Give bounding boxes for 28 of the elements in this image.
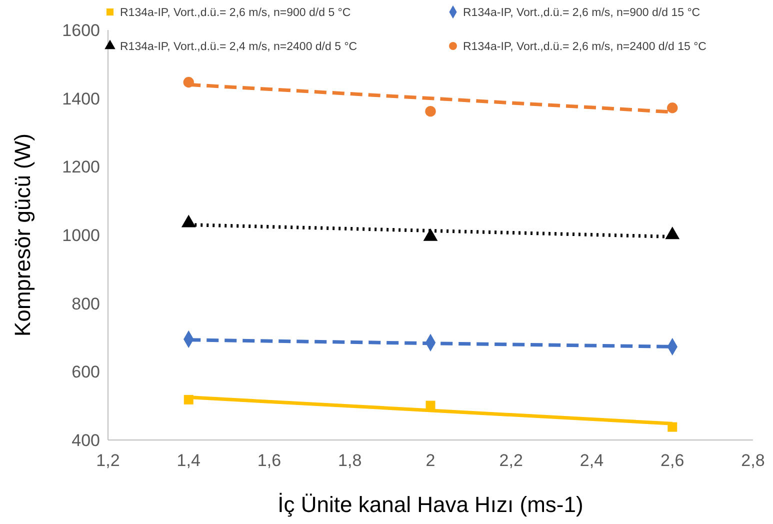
y-tick-label: 1600: [62, 20, 100, 40]
legend-label: R134a-IP, Vort.,d.ü.= 2,4 m/s, n=2400 d/d 5 °C: [120, 41, 358, 54]
legend-label: R134a-IP, Vort.,d.ü.= 2,6 m/s, n=900 d/d 5 °C: [120, 7, 351, 20]
y-tick-label: 400: [72, 430, 100, 450]
x-tick-label: 1,6: [257, 451, 282, 470]
point: [184, 394, 194, 404]
legend-label: R134a-IP, Vort.,d.ü.= 2,6 m/s, n=900 d/d 15 °C: [463, 7, 700, 20]
y-tick-label: 600: [72, 362, 100, 382]
y-tick-label: 1400: [62, 89, 100, 108]
y-tick-label: 1000: [62, 226, 100, 245]
point: [183, 76, 194, 88]
x-tick-label: 2,4: [580, 451, 604, 470]
x-tick-label: 1,2: [96, 451, 120, 470]
legend-label: R134a-IP, Vort.,d.ü.= 2,6 m/s, n=2400 d/d 15 °C: [463, 41, 706, 54]
y-tick-label: 1200: [62, 158, 100, 177]
point: [425, 106, 436, 117]
x-tick-label: 2,2: [499, 451, 523, 470]
x-tick-label: 2,6: [660, 451, 684, 470]
x-tick-label: 2,8: [741, 451, 765, 470]
point: [668, 422, 678, 432]
x-tick-label: 1,8: [338, 451, 362, 470]
x-axis-title: İç Ünite kanal Hava Hızı (ms-1): [278, 492, 584, 517]
x-tick-label: 1,4: [176, 451, 200, 470]
point: [667, 102, 678, 114]
point: [426, 400, 436, 410]
y-tick-label: 800: [72, 294, 100, 314]
x-tick-label: 2: [426, 451, 436, 470]
y-axis-title: Kompresör gücü (W): [10, 134, 35, 336]
